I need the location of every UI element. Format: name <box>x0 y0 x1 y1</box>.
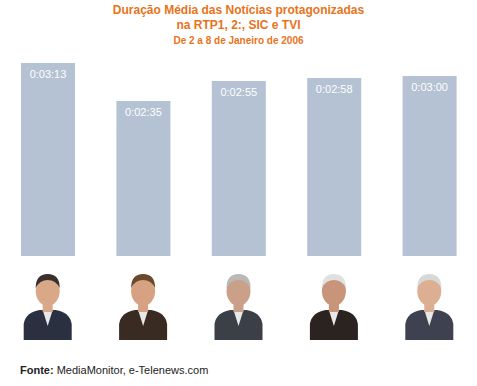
svg-text:0:03:00: 0:03:00 <box>411 81 448 93</box>
svg-text:0:02:55: 0:02:55 <box>220 86 257 98</box>
html-text:De 2 a 8 de Janeiro de 2006: De 2 a 8 de Janeiro de 2006 <box>173 35 304 46</box>
svg-text:0:02:58: 0:02:58 <box>316 83 353 95</box>
svg-text:0:03:13: 0:03:13 <box>30 68 67 80</box>
html-text:Duração Média das Notícias pro: Duração Média das Notícias protagonizada… <box>112 3 365 32</box>
svg-text:0:02:35: 0:02:35 <box>125 106 162 118</box>
html-text:Fonte: MediaMonitor, e-Telenew: Fonte: MediaMonitor, e-Telenews.com <box>20 364 209 376</box>
